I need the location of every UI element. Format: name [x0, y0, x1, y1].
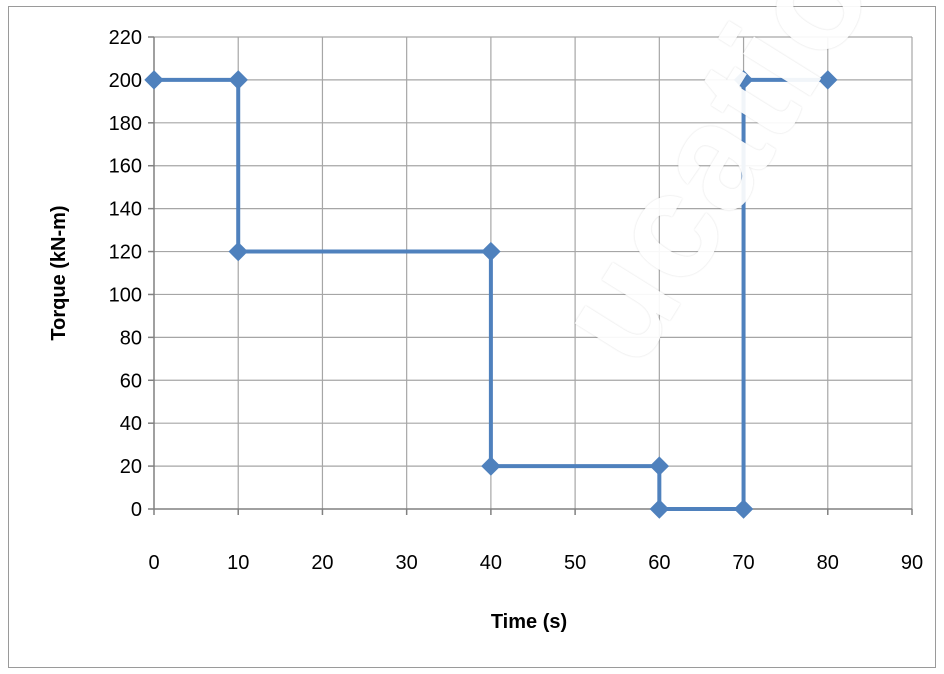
axes: [148, 36, 913, 515]
y-tick-label: 20: [120, 456, 142, 478]
grid: [154, 36, 913, 509]
y-axis-label: Torque (kN-m): [48, 205, 70, 340]
x-tick-label: 60: [648, 552, 670, 574]
x-tick-label: 10: [227, 552, 249, 574]
y-tick-label: 60: [120, 370, 142, 392]
series-line: [154, 77, 828, 511]
data-point-marker: [818, 70, 838, 90]
y-tick-label: 180: [109, 113, 142, 135]
y-tick-label: 80: [120, 327, 142, 349]
x-tick-label: 0: [148, 552, 159, 574]
x-tick-label: 20: [311, 552, 333, 574]
series: [144, 70, 838, 519]
x-tick-label: 80: [817, 552, 839, 574]
x-tick-label: 90: [901, 552, 923, 574]
tick-labels: 0 20 40 60 80 100 120 140 160 180 200 220 0 10 20 30 40 5…: [109, 27, 924, 574]
x-tick-label: 50: [564, 552, 586, 574]
x-axis-label: Time (s): [491, 611, 567, 633]
data-point-marker: [733, 70, 754, 90]
data-point-marker: [228, 70, 248, 90]
y-tick-label: 120: [109, 242, 142, 264]
y-tick-label: 0: [131, 499, 142, 521]
data-point-marker: [481, 456, 501, 476]
data-point-marker: [649, 499, 670, 519]
data-point-marker: [228, 241, 248, 262]
x-tick-label: 40: [480, 552, 502, 574]
y-tick-label: 160: [109, 156, 142, 178]
data-point-marker: [144, 70, 164, 90]
y-tick-label: 40: [120, 413, 142, 435]
data-point-marker: [481, 241, 501, 262]
y-tick-label: 200: [109, 70, 142, 92]
x-tick-label: 30: [396, 552, 418, 574]
data-point-marker: [649, 456, 670, 476]
y-tick-label: 100: [109, 284, 142, 306]
x-tick-label: 70: [732, 552, 754, 574]
data-point-marker: [733, 499, 754, 519]
y-tick-label: 140: [109, 199, 142, 221]
y-tick-label: 220: [109, 27, 142, 49]
